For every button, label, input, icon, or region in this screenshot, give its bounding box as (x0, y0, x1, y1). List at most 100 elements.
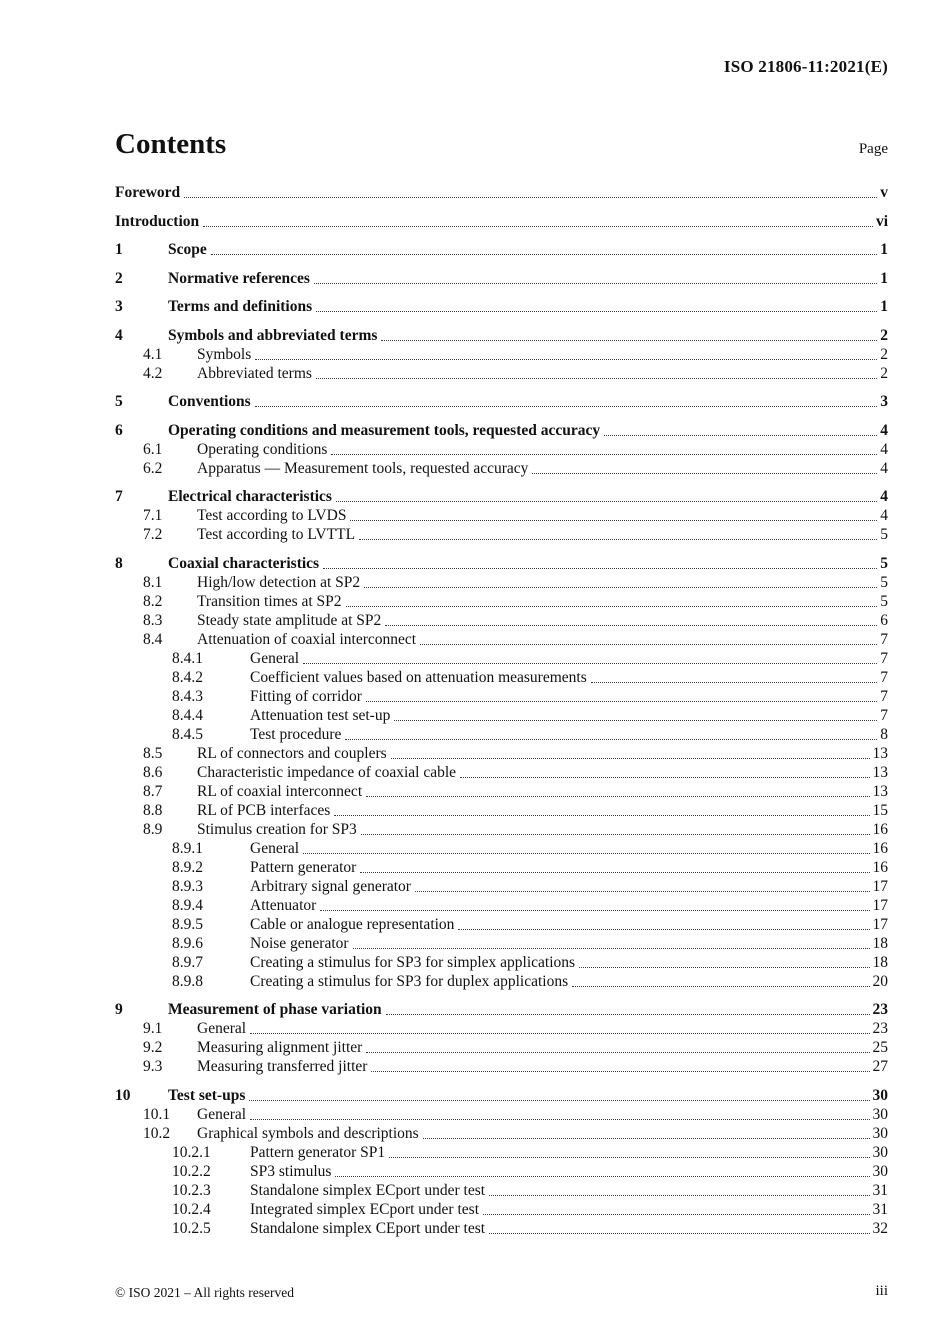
toc-entry-title: Coaxial characteristics (168, 554, 320, 572)
dot-leader (385, 624, 878, 626)
toc-entry: 10.2.1 Pattern generator SP1 30 (115, 1143, 888, 1162)
toc-entry-number: 9.2 (143, 1039, 163, 1056)
toc-entry: 8.7 RL of coaxial interconnect 13 (115, 782, 888, 801)
dot-leader (414, 890, 870, 892)
dot-leader (334, 814, 870, 816)
toc-entry: 5 Conventions 3 (115, 392, 888, 411)
toc-entry-title: Test according to LVTTL (197, 526, 356, 543)
toc-entry-page: 7 (880, 687, 888, 705)
toc-entry-title: General (250, 839, 300, 857)
toc-entry-title: Graphical symbols and descriptions (197, 1124, 419, 1142)
dot-leader (572, 985, 870, 987)
toc-entry-page: 25 (872, 1039, 889, 1056)
dot-leader (345, 605, 878, 607)
toc-entry-title: Cable or analogue representation (250, 915, 455, 933)
toc-entry-page: 4 (880, 507, 888, 524)
toc-entry-number: 10.2 (143, 1124, 171, 1142)
toc-entry-page: 23 (872, 1001, 889, 1018)
toc-entry-title: RL of coaxial interconnect (197, 782, 363, 800)
toc-entry-number: 9 (115, 1001, 123, 1018)
toc-entry-title: Pattern generator SP1 (250, 1143, 386, 1161)
toc-entry: 8.4.3 Fitting of corridor 7 (115, 687, 888, 706)
toc-entry-number: 7 (115, 488, 123, 505)
dot-leader (335, 1175, 870, 1177)
toc-entry-page: 7 (880, 706, 888, 724)
toc-entry-number: 6 (115, 421, 123, 439)
toc-entry-title: Stimulus creation for SP3 (197, 820, 357, 838)
dot-leader (604, 434, 878, 436)
toc-entry: 10 Test set-ups 30 (115, 1086, 888, 1105)
toc-entry-title: Symbols (197, 345, 252, 363)
toc-entry-title: Attenuation of coaxial interconnect (197, 630, 417, 648)
toc-entry-page: 13 (872, 782, 889, 800)
toc-entry: 8.9.6 Noise generator 18 (115, 934, 888, 953)
toc-entry: 7.1 Test according to LVDS 4 (115, 506, 888, 525)
toc-entry-title: Test according to LVDS (197, 507, 347, 524)
toc-entry-number: 8.4.2 (172, 668, 203, 686)
dot-leader (458, 928, 870, 930)
toc-entry-number: 8.9.5 (172, 915, 203, 933)
toc-entry-number: 8.4 (143, 630, 163, 648)
toc-entry-page: 1 (880, 298, 888, 315)
toc-entry: 8.9.7 Creating a stimulus for SP3 for sim… (115, 953, 888, 972)
toc-entry: 8.1 High/low detection at SP2 5 (115, 573, 888, 592)
toc-entry: 8.9.5 Cable or analogue representation 17 (115, 915, 888, 934)
toc-entry-title: Attenuation test set-up (250, 706, 391, 724)
dot-leader (360, 871, 870, 873)
toc-entry-page: 31 (872, 1200, 889, 1218)
dot-leader (489, 1232, 870, 1234)
toc-entry: 8.4.4 Attenuation test set-up 7 (115, 706, 888, 725)
toc-entry-title: Standalone simplex CEport under test (250, 1219, 486, 1237)
dot-leader (359, 539, 878, 540)
page-title: Contents (115, 128, 227, 160)
toc-entry-page: 2 (880, 326, 888, 344)
toc-entry-title: General (197, 1105, 247, 1123)
toc-entry: 1 Scope 1 (115, 240, 888, 259)
toc-entry-page: 16 (872, 839, 889, 857)
toc-entry-title: Operating conditions (197, 440, 328, 458)
toc-entry-number: 10.2.5 (172, 1219, 211, 1237)
toc-entry-title: High/low detection at SP2 (197, 573, 361, 591)
toc-entry-page: v (880, 184, 888, 201)
dot-leader (335, 501, 878, 502)
toc-entry-page: 7 (880, 630, 888, 648)
toc-entry-title: Introduction (115, 212, 200, 230)
dot-leader (352, 947, 870, 949)
toc-entry: 2 Normative references 1 (115, 269, 888, 288)
dot-leader (590, 681, 878, 683)
dot-leader (250, 1033, 870, 1034)
toc-entry-title: Standalone simplex ECport under test (250, 1181, 486, 1199)
toc-entry: 8.4.5 Test procedure 8 (115, 725, 888, 744)
dot-leader (316, 311, 878, 312)
toc-entry-page: 31 (872, 1181, 889, 1199)
toc-entry-page: 20 (872, 972, 889, 990)
toc-entry-title: Attenuator (250, 896, 317, 914)
toc-entry-page: 27 (872, 1058, 889, 1075)
toc-entry: 10.2.2 SP3 stimulus 30 (115, 1162, 888, 1181)
toc-entry: 10.2 Graphical symbols and descriptions 30 (115, 1124, 888, 1143)
toc-entry-number: 8.5 (143, 744, 163, 762)
dot-leader (255, 358, 878, 360)
dot-leader (315, 377, 878, 379)
toc-entry-number: 8.2 (143, 592, 163, 610)
dot-leader (203, 225, 873, 227)
toc-entry-title: Creating a stimulus for SP3 for simplex … (250, 953, 576, 971)
toc-entry: 7.2 Test according to LVTTL 5 (115, 525, 888, 544)
toc-entry-title: Noise generator (250, 934, 349, 952)
dot-leader (320, 909, 870, 911)
dot-leader (250, 1118, 870, 1120)
toc-entry-page: 5 (880, 573, 888, 591)
dot-leader (460, 776, 870, 778)
toc-entry-number: 10.2.4 (172, 1200, 211, 1218)
footer-copyright: © ISO 2021 – All rights reserved (115, 1285, 294, 1300)
toc-entry-number: 10.1 (143, 1105, 171, 1123)
toc-entry: 4.2 Abbreviated terms 2 (115, 364, 888, 383)
toc-entry-title: Measurement of phase variation (168, 1001, 382, 1018)
toc-entry: 8.4.2 Coefficient values based on attenua… (115, 668, 888, 687)
dot-leader (365, 700, 878, 702)
toc-entry-number: 9.3 (143, 1058, 163, 1075)
toc-entry-number: 8.3 (143, 611, 163, 629)
dot-leader (394, 719, 878, 721)
toc-entry-title: Electrical characteristics (168, 488, 332, 505)
toc-entry-page: 32 (872, 1219, 889, 1237)
